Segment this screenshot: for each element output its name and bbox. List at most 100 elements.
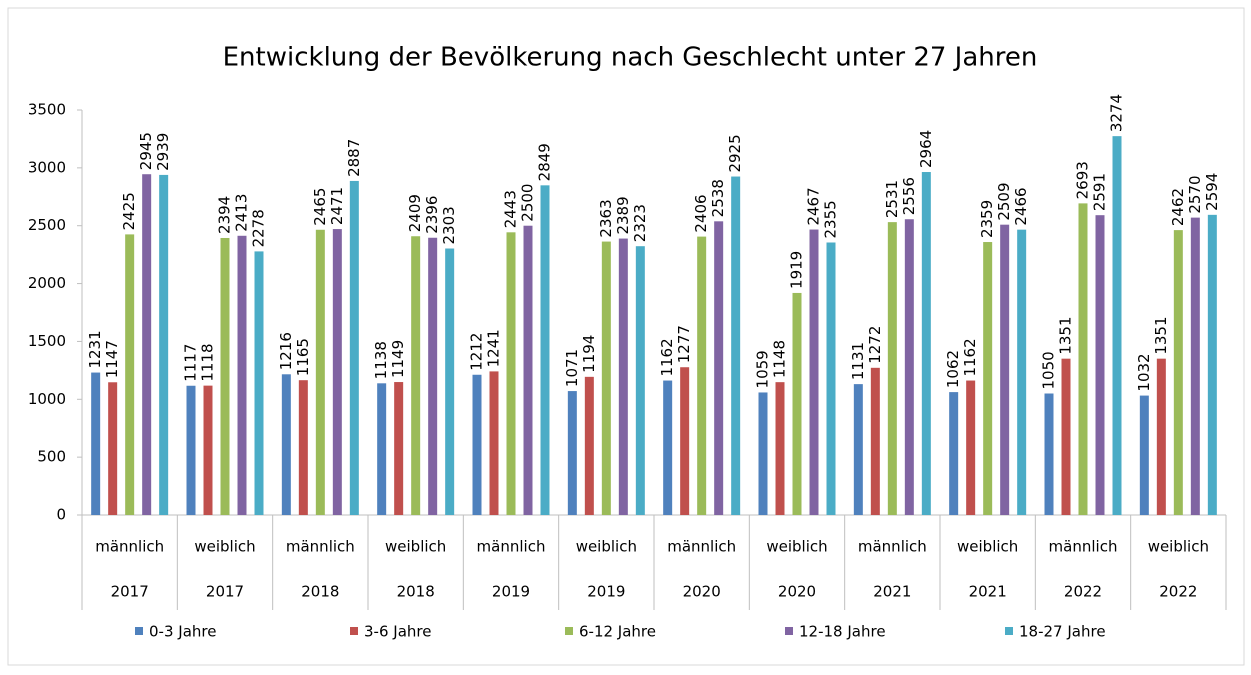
x-tick-label: männlich — [286, 538, 355, 556]
bar — [1000, 224, 1010, 515]
x-group-label: 2018 — [301, 583, 339, 601]
value-label: 2396 — [423, 196, 441, 234]
x-group-label: 2019 — [587, 583, 625, 601]
value-label: 1147 — [103, 340, 121, 378]
value-label: 1351 — [1057, 316, 1075, 354]
value-label: 2849 — [536, 143, 554, 181]
bar — [142, 174, 152, 515]
value-label: 1138 — [372, 341, 390, 379]
value-label: 2467 — [805, 187, 823, 225]
bar — [506, 232, 516, 515]
value-label: 1919 — [788, 251, 806, 289]
x-tick-label: männlich — [667, 538, 736, 556]
x-tick-label: weiblich — [194, 538, 255, 556]
bar — [870, 367, 880, 515]
bar — [445, 248, 455, 515]
legend-marker — [350, 627, 358, 635]
legend-marker — [1005, 627, 1013, 635]
bar — [697, 236, 707, 515]
value-label: 2509 — [995, 182, 1013, 220]
value-label: 2462 — [1169, 188, 1187, 226]
y-tick-label: 2000 — [28, 274, 66, 292]
bar — [663, 380, 673, 515]
x-tick-label: männlich — [477, 538, 546, 556]
x-group-label: 2017 — [111, 583, 149, 601]
bar — [428, 237, 438, 515]
bar — [159, 174, 169, 515]
x-group-label: 2021 — [873, 583, 911, 601]
bar — [809, 229, 819, 516]
value-label: 2465 — [311, 188, 329, 226]
value-label: 2531 — [883, 180, 901, 218]
bar — [1095, 215, 1105, 516]
y-tick-label: 3000 — [28, 158, 66, 176]
value-label: 2556 — [900, 177, 918, 215]
value-label: 2466 — [1012, 187, 1030, 225]
value-label: 1272 — [866, 326, 884, 364]
bar — [489, 371, 499, 515]
bar — [853, 384, 863, 515]
value-label: 1241 — [485, 329, 503, 367]
x-tick-label: weiblich — [385, 538, 446, 556]
value-label: 1131 — [849, 342, 867, 380]
value-label: 1118 — [199, 343, 217, 381]
y-tick-label: 1000 — [28, 390, 66, 408]
bar — [1017, 229, 1027, 516]
bar — [1078, 203, 1088, 516]
value-label: 2355 — [822, 200, 840, 238]
value-label: 2413 — [233, 194, 251, 232]
value-label: 1148 — [771, 340, 789, 378]
bar — [203, 385, 213, 515]
x-tick-label: weiblich — [576, 538, 637, 556]
bar — [237, 235, 247, 515]
bar — [618, 238, 628, 515]
bar — [680, 367, 690, 515]
value-label: 2389 — [614, 196, 632, 234]
value-label: 2303 — [440, 206, 458, 244]
bar — [523, 225, 533, 515]
bar — [966, 380, 976, 515]
x-group-label: 2018 — [397, 583, 435, 601]
value-label: 2394 — [216, 196, 234, 234]
bar — [281, 374, 291, 515]
bar — [567, 391, 577, 515]
x-group-label: 2021 — [969, 583, 1007, 601]
x-group-label: 2017 — [206, 583, 244, 601]
bar — [1207, 214, 1217, 515]
value-label: 1277 — [675, 325, 693, 363]
legend-label: 12-18 Jahre — [799, 623, 886, 641]
legend-label: 3-6 Jahre — [364, 623, 431, 641]
value-label: 2887 — [345, 139, 363, 177]
bar — [949, 392, 959, 515]
bar — [904, 219, 914, 515]
legend-label: 18-27 Jahre — [1019, 623, 1106, 641]
value-label: 2925 — [726, 134, 744, 172]
bar — [108, 382, 118, 515]
bar — [792, 292, 802, 515]
value-label: 1117 — [182, 344, 200, 382]
value-label: 2471 — [328, 187, 346, 225]
value-label: 1212 — [468, 333, 486, 371]
value-label: 1059 — [754, 350, 772, 388]
x-tick-label: männlich — [858, 538, 927, 556]
legend-label: 6-12 Jahre — [579, 623, 656, 641]
x-tick-label: weiblich — [957, 538, 1018, 556]
bar — [1112, 136, 1122, 515]
value-label: 2500 — [519, 184, 537, 222]
value-label: 2693 — [1074, 161, 1092, 199]
value-label: 1216 — [277, 332, 295, 370]
value-label: 1032 — [1135, 353, 1153, 391]
value-label: 2964 — [917, 130, 935, 168]
bar — [584, 376, 594, 515]
legend-label: 0-3 Jahre — [149, 623, 216, 641]
legend-marker — [135, 627, 143, 635]
x-group-label: 2020 — [683, 583, 721, 601]
value-label: 1071 — [563, 349, 581, 387]
bar — [377, 383, 387, 515]
bar — [349, 180, 359, 515]
bar — [775, 382, 785, 515]
bar — [91, 372, 101, 515]
value-label: 2359 — [978, 200, 996, 238]
value-label: 1194 — [580, 335, 598, 373]
value-label: 2538 — [709, 179, 727, 217]
